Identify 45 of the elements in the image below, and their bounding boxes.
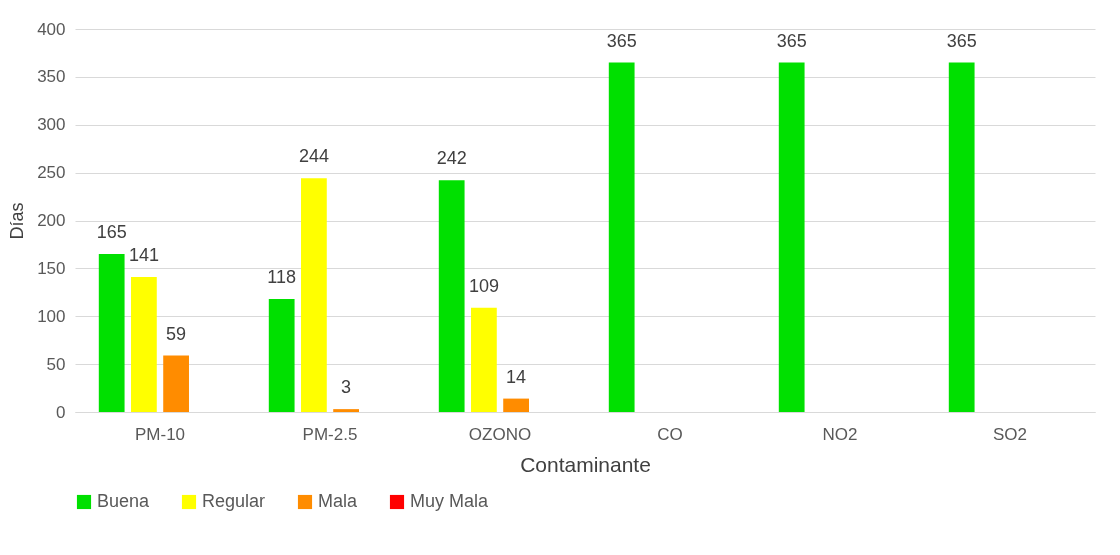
y-axis-title: Días — [7, 202, 28, 240]
bar — [268, 299, 295, 412]
legend-label: Regular — [202, 491, 266, 511]
bar — [333, 409, 359, 412]
y-tick-label: 350 — [37, 67, 66, 87]
x-tick-label: NO2 — [822, 424, 858, 444]
bar — [778, 62, 805, 412]
legend-label: Buena — [97, 491, 151, 511]
bar — [438, 180, 465, 412]
x-tick-label: PM-2.5 — [302, 424, 358, 444]
data-label: 365 — [606, 30, 637, 51]
x-tick-label: OZONO — [468, 424, 532, 444]
data-label: 59 — [166, 323, 187, 344]
y-tick-label: 250 — [37, 163, 66, 183]
data-label: 244 — [298, 146, 329, 167]
bar — [98, 254, 125, 412]
legend-label: Mala — [318, 491, 358, 511]
data-label: 365 — [776, 30, 807, 51]
bar — [301, 178, 327, 412]
y-tick-label: 400 — [37, 19, 66, 39]
y-tick-label: 300 — [37, 115, 66, 135]
data-label: 242 — [436, 148, 467, 169]
x-tick-label: CO — [657, 424, 683, 444]
data-label: 141 — [128, 244, 159, 265]
data-label: 14 — [506, 366, 527, 387]
y-tick-label: 100 — [37, 306, 66, 326]
data-label: 165 — [96, 222, 127, 243]
legend-label: Muy Mala — [410, 491, 490, 511]
y-tick-label: 150 — [37, 258, 66, 278]
bar — [948, 62, 975, 412]
y-tick-label: 0 — [56, 402, 66, 422]
bar — [503, 398, 529, 412]
bar — [471, 307, 497, 412]
x-tick-label: PM-10 — [134, 424, 186, 444]
x-axis-title: Contaminante — [520, 452, 651, 476]
data-label: 109 — [468, 275, 499, 296]
data-label: 118 — [267, 267, 297, 288]
data-label: 365 — [946, 30, 977, 51]
y-tick-label: 200 — [37, 211, 66, 230]
data-label: 3 — [341, 377, 352, 398]
bar — [163, 355, 189, 412]
x-tick-label: SO2 — [992, 424, 1028, 444]
bar — [131, 276, 157, 412]
bar — [608, 62, 635, 412]
y-tick-label: 50 — [46, 354, 66, 374]
